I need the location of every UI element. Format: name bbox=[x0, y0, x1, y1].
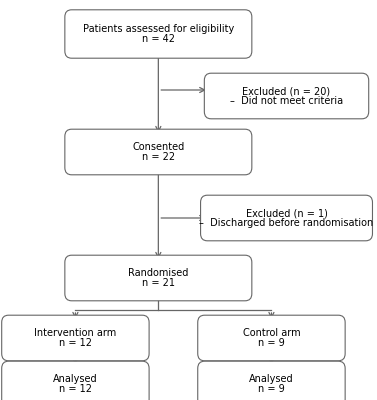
Text: n = 22: n = 22 bbox=[142, 152, 175, 162]
Text: –  Did not meet criteria: – Did not meet criteria bbox=[230, 96, 343, 106]
Text: Randomised: Randomised bbox=[128, 268, 188, 278]
Text: n = 12: n = 12 bbox=[59, 338, 92, 348]
FancyBboxPatch shape bbox=[204, 73, 369, 119]
FancyBboxPatch shape bbox=[65, 129, 252, 175]
Text: n = 21: n = 21 bbox=[142, 278, 175, 288]
FancyBboxPatch shape bbox=[198, 361, 345, 400]
Text: Consented: Consented bbox=[132, 142, 184, 152]
Text: Patients assessed for eligibility: Patients assessed for eligibility bbox=[83, 24, 234, 34]
Text: n = 9: n = 9 bbox=[258, 338, 285, 348]
FancyBboxPatch shape bbox=[2, 315, 149, 361]
Text: Analysed: Analysed bbox=[53, 374, 98, 384]
FancyBboxPatch shape bbox=[201, 195, 372, 241]
Text: n = 12: n = 12 bbox=[59, 384, 92, 394]
Text: Excluded (n = 1): Excluded (n = 1) bbox=[245, 208, 328, 218]
Text: –  Discharged before randomisation: – Discharged before randomisation bbox=[199, 218, 374, 228]
Text: n = 9: n = 9 bbox=[258, 384, 285, 394]
Text: Intervention arm: Intervention arm bbox=[34, 328, 116, 338]
FancyBboxPatch shape bbox=[2, 361, 149, 400]
Text: Control arm: Control arm bbox=[243, 328, 300, 338]
FancyBboxPatch shape bbox=[65, 255, 252, 301]
Text: Analysed: Analysed bbox=[249, 374, 294, 384]
FancyBboxPatch shape bbox=[65, 10, 252, 58]
FancyBboxPatch shape bbox=[198, 315, 345, 361]
Text: n = 42: n = 42 bbox=[142, 34, 175, 44]
Text: Excluded (n = 20): Excluded (n = 20) bbox=[242, 86, 331, 96]
